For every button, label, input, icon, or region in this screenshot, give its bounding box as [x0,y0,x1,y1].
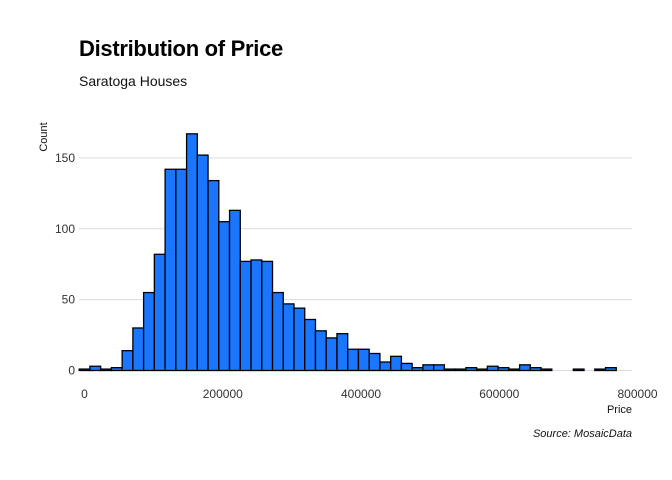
histogram-bar [185,133,198,372]
histogram-bar [411,367,424,372]
histogram-bar [443,368,456,372]
histogram-bar [99,368,113,372]
histogram-bars [78,133,617,372]
y-tick-label: 100 [55,222,75,236]
histogram-bar [175,168,188,372]
histogram-bar [497,367,510,372]
histogram-bar [314,330,327,372]
histogram-bar [250,259,263,372]
histogram-bar [379,361,392,372]
histogram-bar [239,260,252,372]
x-tick-label: 600000 [479,387,519,401]
histogram-bar [196,154,209,372]
x-tick-label: 400000 [341,387,381,401]
chart-subtitle: Saratoga Houses [79,73,188,89]
histogram-bar [132,327,145,372]
histogram-bar [475,368,489,372]
histogram-bar [153,253,166,372]
histogram-bar [594,368,607,372]
histogram-bar [325,337,338,372]
histogram-bar [454,368,467,372]
histogram-bar [508,368,521,372]
histogram-bar [261,260,274,372]
histogram-bar [368,352,381,372]
histogram-bar [121,350,134,372]
histogram-bar [336,333,349,372]
histogram-bar [218,221,231,372]
histogram-bar [518,364,531,372]
histogram-bar [89,365,102,372]
x-tick-label: 800000 [618,387,658,401]
x-tick-label: 0 [81,387,88,401]
x-tick-label: 200000 [203,387,243,401]
histogram-bar [422,364,435,372]
chart-title: Distribution of Price [79,36,283,61]
chart-caption: Source: MosaicData [532,428,632,440]
y-axis-ticks: 0 50 100 150 [55,151,75,378]
y-axis-label: Count [38,122,50,151]
histogram-bar [228,209,241,372]
histogram-bar [78,368,91,372]
histogram-bar [282,303,295,372]
y-tick-label: 150 [55,151,75,165]
histogram-bar [357,348,370,372]
histogram-bar [572,368,585,372]
y-tick-label: 0 [68,364,75,378]
y-tick-label: 50 [62,293,76,307]
histogram-bar [486,365,499,372]
histogram-bar [400,362,413,372]
histogram-bar [540,368,553,372]
histogram-bar [347,348,360,372]
histogram-bar [110,367,123,372]
histogram-bar [142,291,156,372]
histogram-bar [304,318,317,372]
histogram-bar [604,367,617,372]
histogram-bar [465,367,478,372]
histogram-bar [390,355,403,372]
histogram-bar [207,179,220,372]
x-axis-ticks: 0 200000 400000 600000 800000 [81,387,658,401]
x-axis-label: Price [607,404,632,416]
histogram-bar [529,367,542,372]
histogram-bar [164,168,177,372]
histogram-bar [432,364,446,372]
histogram-bar [271,291,284,372]
histogram-bar [293,307,306,372]
